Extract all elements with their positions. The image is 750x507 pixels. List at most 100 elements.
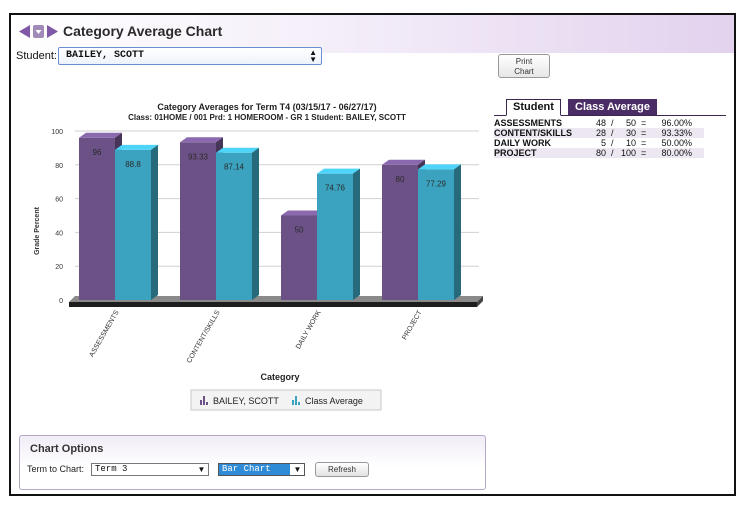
stat-separator: / <box>611 118 614 128</box>
stat-possible: 50 <box>625 118 636 128</box>
bar-side <box>252 147 259 300</box>
bar-value-label: 93.33 <box>188 152 209 161</box>
chart-bars: 96 88.8 93.33 87.14 50 74.76 80 77.29 <box>79 132 461 300</box>
stat-earned: 80 <box>595 148 606 158</box>
bar-top <box>115 144 158 150</box>
chart-options-panel: Chart Options Term to Chart: Term 3 ▼ Ba… <box>19 435 486 490</box>
legend-item-student[interactable]: BAILEY, SCOTT <box>200 396 279 406</box>
bar-chart-icon <box>200 396 208 405</box>
stat-row: DAILY WORK 5 / 10 = 50.00% <box>494 138 704 148</box>
bar-top <box>216 147 259 153</box>
category-stats-table: ASSESSMENTS 48 / 50 = 96.00% CONTENT/SKI… <box>494 118 704 158</box>
chart-panel: Category Averages for Term T4 (03/15/17 … <box>19 83 485 423</box>
refresh-button[interactable]: Refresh <box>315 462 369 477</box>
class-average-bar: 77.29 <box>418 164 461 300</box>
bar-value-label: 87.14 <box>224 163 245 172</box>
class-average-bar: 88.8 <box>115 144 158 300</box>
bar-front <box>79 137 115 300</box>
back-arrow-icon[interactable] <box>19 25 30 38</box>
stat-separator: / <box>611 128 614 138</box>
floor-front <box>69 302 477 307</box>
bar-value-label: 50 <box>295 226 304 235</box>
stat-percent: 80.00% <box>661 148 692 158</box>
print-button-line1: Print <box>515 57 533 66</box>
stat-category: CONTENT/SKILLS <box>494 128 572 138</box>
stats-tabs: Student Class Average <box>494 99 726 116</box>
stat-percent: 93.33% <box>661 128 692 138</box>
bar-side <box>151 144 158 300</box>
y-tick-label: 60 <box>55 197 63 204</box>
category-bar-chart: Category Averages for Term T4 (03/15/17 … <box>34 102 483 411</box>
chart-options-title: Chart Options <box>30 443 104 455</box>
stat-possible: 10 <box>625 138 636 148</box>
bar-top <box>382 159 425 165</box>
bar-front <box>281 215 317 300</box>
term-select[interactable]: Term 3 ▼ <box>91 463 209 476</box>
x-tick-label: ASSESSMENTS <box>88 309 120 358</box>
x-tick-label: CONTENT/SKILLS <box>186 309 222 364</box>
bar-top <box>180 137 223 143</box>
bar-value-label: 77.29 <box>426 179 447 188</box>
print-chart-button[interactable]: Print Chart <box>498 54 550 78</box>
menu-dropdown-icon[interactable] <box>33 25 44 38</box>
forward-arrow-icon[interactable] <box>47 25 58 38</box>
stat-earned: 28 <box>595 128 606 138</box>
stat-category: DAILY WORK <box>494 138 552 148</box>
x-tick-label: DAILY WORK <box>295 309 323 350</box>
chart-floor <box>69 296 483 307</box>
bar-top <box>418 164 461 170</box>
bar-side <box>353 168 360 300</box>
bar-top <box>281 210 324 216</box>
x-axis-label: Category <box>260 372 299 382</box>
student-select[interactable]: BAILEY, SCOTT ▲ ▼ <box>58 47 322 65</box>
bar-value-label: 80 <box>396 175 405 184</box>
legend-item-class-average[interactable]: Class Average <box>292 396 363 406</box>
term-select-value: Term 3 <box>95 464 128 474</box>
bar-front <box>180 142 216 300</box>
stat-equals: = <box>641 148 647 158</box>
bar-value-label: 88.8 <box>125 160 141 169</box>
chart-type-select[interactable]: Bar Chart ▼ <box>218 463 305 476</box>
legend-label-class-average: Class Average <box>305 396 363 406</box>
bar-top <box>317 168 360 174</box>
y-axis-label: Grade Percent <box>34 206 41 255</box>
stat-percent: 96.00% <box>661 118 692 128</box>
y-tick-label: 40 <box>55 230 63 237</box>
stat-row: ASSESSMENTS 48 / 50 = 96.00% <box>494 118 704 128</box>
chevron-down-icon: ▼ <box>197 465 206 474</box>
stat-earned: 48 <box>595 118 606 128</box>
chevron-down-icon: ▼ <box>293 465 302 474</box>
chart-subtitle: Class: 01HOME / 001 Prd: 1 HOMEROOM - GR… <box>128 113 406 122</box>
bar-front <box>317 173 353 300</box>
tab-student[interactable]: Student <box>506 99 561 116</box>
y-tick-label: 80 <box>55 163 63 170</box>
student-label: Student: <box>16 50 57 62</box>
bar-front <box>418 169 454 300</box>
term-to-chart-label: Term to Chart: <box>27 464 85 474</box>
bar-top <box>79 132 122 138</box>
stat-category: PROJECT <box>494 148 537 158</box>
tab-class-average[interactable]: Class Average <box>568 99 658 115</box>
stat-possible: 100 <box>620 148 636 158</box>
bar-side <box>454 164 461 300</box>
chart-legend: BAILEY, SCOTT Class Average <box>190 389 382 411</box>
stat-row: PROJECT 80 / 100 = 80.00% <box>494 148 704 158</box>
bar-front <box>115 149 151 300</box>
stat-percent: 50.00% <box>661 138 692 148</box>
stat-earned: 5 <box>600 138 606 148</box>
select-arrows-icon: ▲ ▼ <box>309 48 317 64</box>
x-tick-label: PROJECT <box>401 309 424 341</box>
page-title: Category Average Chart <box>63 23 223 39</box>
stat-category: ASSESSMENTS <box>494 118 563 128</box>
chart-title: Category Averages for Term T4 (03/15/17 … <box>157 102 376 112</box>
stat-equals: = <box>641 118 647 128</box>
y-tick-label: 20 <box>55 264 63 271</box>
bar-front <box>216 152 252 300</box>
stat-separator: / <box>611 138 614 148</box>
stat-equals: = <box>641 138 647 148</box>
stat-row: CONTENT/SKILLS 28 / 30 = 93.33% <box>494 128 704 138</box>
floor-side <box>477 296 483 307</box>
print-button-line2: Chart <box>514 67 534 76</box>
bar-front <box>382 164 418 300</box>
bar-chart-icon <box>292 396 300 405</box>
